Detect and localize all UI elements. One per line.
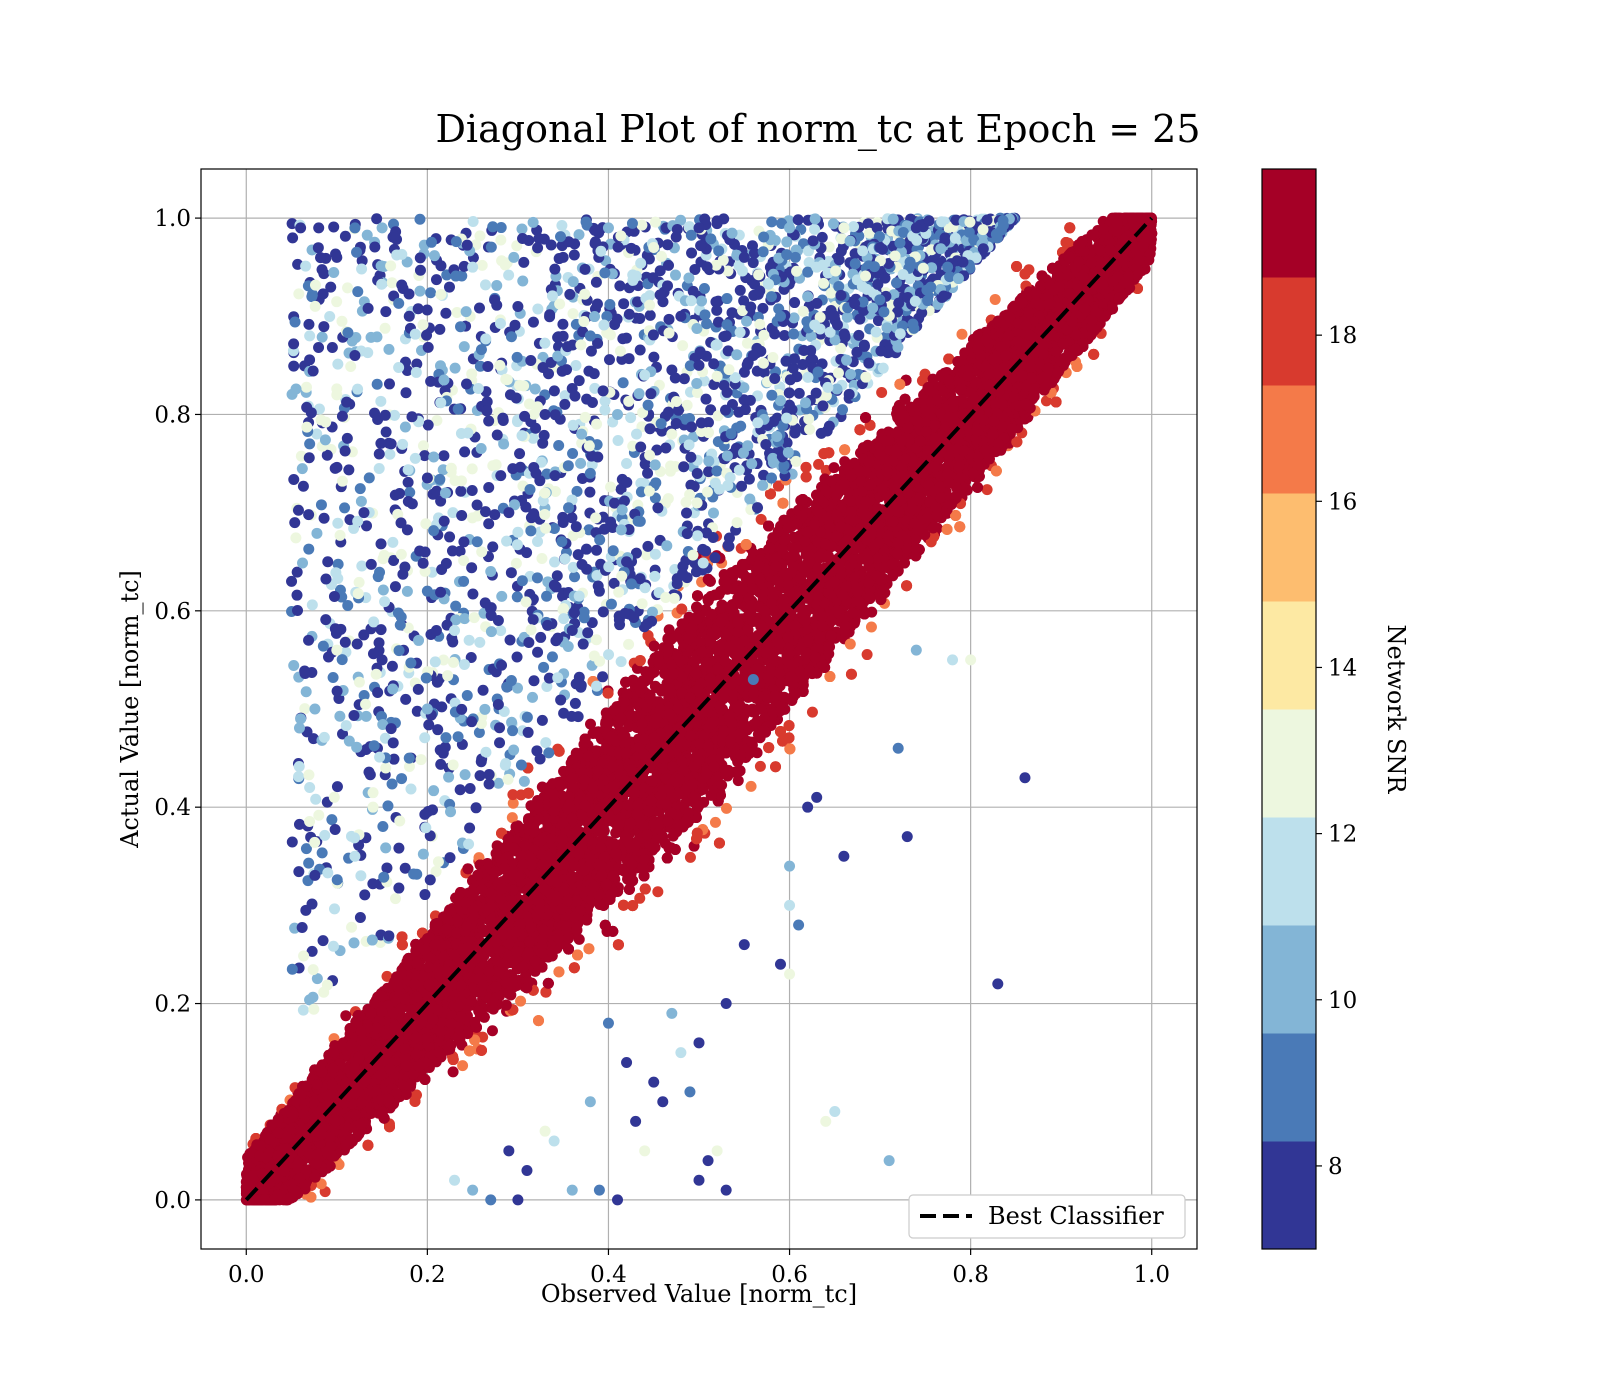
chart-title: Diagonal Plot of norm_tc at Epoch = 25 [435, 107, 1200, 152]
scatter-point [813, 458, 825, 470]
scatter-point [844, 638, 856, 650]
scatter-point [732, 775, 744, 787]
scatter-point [507, 797, 519, 809]
scatter-point [340, 1010, 352, 1022]
scatter-point [1040, 395, 1052, 407]
scatter-point [652, 886, 664, 898]
scatter-point [585, 718, 597, 730]
scatter-point [876, 386, 888, 398]
scatter-point [806, 706, 818, 718]
scatter-point [865, 621, 877, 633]
scatter-point [754, 760, 766, 772]
scatter-point [447, 1066, 459, 1078]
scatter-point [709, 816, 721, 828]
scatter-point [663, 624, 675, 636]
scatter-point [989, 293, 1001, 305]
scatter-point [828, 462, 840, 474]
scatter-point [515, 995, 527, 1007]
scatter-point [507, 789, 519, 801]
scatter-point [381, 970, 393, 982]
scatter-point [573, 933, 585, 945]
scatter-point [720, 802, 732, 814]
scatter-point [457, 1060, 469, 1072]
scatter-point [634, 892, 646, 904]
scatter-point [684, 851, 696, 863]
scatter-point [755, 513, 767, 525]
scatter-point [506, 812, 518, 824]
scatter-point [956, 328, 968, 340]
scatter-points [240, 212, 1158, 1206]
scatter-point [648, 640, 660, 652]
scatter-point [745, 780, 757, 792]
scatter-point [981, 484, 993, 496]
scatter-point [861, 649, 873, 661]
scatter-point [486, 1025, 498, 1037]
